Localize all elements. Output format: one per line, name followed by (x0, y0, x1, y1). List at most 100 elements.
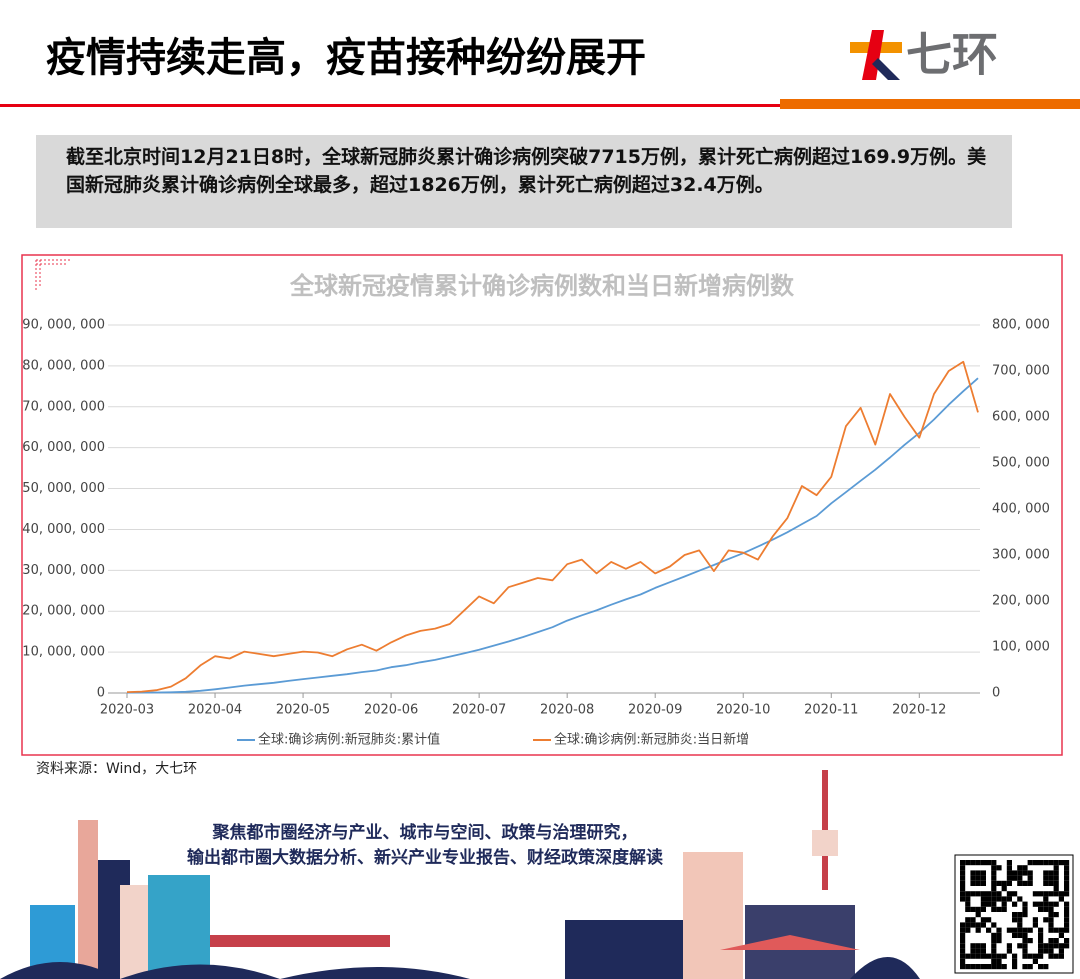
qr-cell (960, 875, 966, 881)
qr-cell (991, 906, 997, 912)
qr-cell (965, 953, 971, 959)
qr-cell (960, 891, 966, 897)
y-tick-label: 90, 000, 000 (22, 318, 105, 333)
qr-cell (996, 953, 1002, 959)
qr-cell (1012, 891, 1018, 897)
qr-cell (975, 912, 981, 918)
logo-shape (862, 30, 884, 80)
qr-cell (960, 932, 966, 938)
qr-cell (1032, 891, 1038, 897)
qr-cell (1012, 958, 1018, 964)
qr-cell (996, 896, 1002, 902)
qr-cell (1017, 927, 1023, 933)
qr-cell (975, 860, 981, 866)
qr-cell (991, 891, 997, 897)
qr-cell (1032, 901, 1038, 907)
qr-cell (970, 906, 976, 912)
qr-cell (1022, 953, 1028, 959)
qr-cell (1064, 875, 1070, 881)
qr-cell (1053, 880, 1059, 886)
qr-cell (1043, 906, 1049, 912)
qr-cell (975, 875, 981, 881)
qr-cell (1027, 953, 1033, 959)
header-bar (780, 99, 1080, 109)
qr-cell (1064, 886, 1070, 892)
qr-cell (1032, 958, 1038, 964)
qr-cell (1001, 896, 1007, 902)
qr-cell (991, 953, 997, 959)
qr-cell (980, 891, 986, 897)
qr-cell (1064, 901, 1070, 907)
y2-tick-label: 0 (992, 686, 1000, 701)
qr-cell (1053, 865, 1059, 871)
x-tick-label: 2020-07 (452, 703, 506, 718)
qr-cell (1053, 953, 1059, 959)
qr-cell (991, 870, 997, 876)
qr-cell (1022, 932, 1028, 938)
qr-cell (980, 906, 986, 912)
qr-cell (1038, 953, 1044, 959)
qr-cell (1022, 943, 1028, 949)
qr-cell (1017, 922, 1023, 928)
tower (812, 830, 838, 856)
qr-cell (1012, 870, 1018, 876)
qr-cell (1048, 912, 1054, 918)
qr-cell (1006, 943, 1012, 949)
x-tick-label: 2020-04 (188, 703, 242, 718)
footer-text: 输出都市圈大数据分析、新兴产业专业报告、财经政策深度解读 (187, 847, 663, 868)
qr-cell (1027, 880, 1033, 886)
qr-cell (970, 917, 976, 923)
qr-cell (1027, 860, 1033, 866)
qr-cell (1048, 880, 1054, 886)
qr-cell (970, 860, 976, 866)
qr-cell (1064, 922, 1070, 928)
qr-cell (965, 922, 971, 928)
qr-cell (1012, 917, 1018, 923)
y-tick-label: 10, 000, 000 (22, 645, 105, 660)
qr-code (954, 854, 1074, 974)
qr-cell (996, 964, 1002, 970)
qr-cell (1048, 922, 1054, 928)
qr-cell (1043, 964, 1049, 970)
qr-cell (1022, 906, 1028, 912)
qr-cell (980, 953, 986, 959)
qr-cell (986, 964, 992, 970)
qr-cell (1006, 860, 1012, 866)
qr-cell (1017, 943, 1023, 949)
qr-cell (1022, 927, 1028, 933)
qr-cell (1048, 906, 1054, 912)
qr-cell (1043, 870, 1049, 876)
qr-cell (991, 932, 997, 938)
qr-cell (980, 922, 986, 928)
qr-cell (1017, 912, 1023, 918)
qr-cell (1017, 870, 1023, 876)
qr-cell (1006, 927, 1012, 933)
x-tick-label: 2020-10 (716, 703, 770, 718)
qr-cell (1053, 938, 1059, 944)
qr-cell (1022, 938, 1028, 944)
qr-cell (996, 891, 1002, 897)
qr-cell (1012, 932, 1018, 938)
qr-cell (980, 943, 986, 949)
qr-cell (980, 875, 986, 881)
qr-cell (960, 953, 966, 959)
qr-cell (1053, 891, 1059, 897)
train (210, 935, 390, 947)
x-tick-label: 2020-03 (100, 703, 154, 718)
qr-cell (1053, 860, 1059, 866)
qr-cell (960, 938, 966, 944)
qr-cell (1058, 927, 1064, 933)
qr-cell (965, 901, 971, 907)
qr-cell (1032, 953, 1038, 959)
qr-cell (1043, 860, 1049, 866)
qr-cell (1038, 927, 1044, 933)
qr-cell (965, 906, 971, 912)
qr-cell (970, 964, 976, 970)
y-tick-label: 20, 000, 000 (22, 604, 105, 619)
x-tick-label: 2020-08 (540, 703, 594, 718)
qr-cell (1043, 880, 1049, 886)
qr-cell (960, 964, 966, 970)
qr-cell (980, 901, 986, 907)
y-tick-label: 60, 000, 000 (22, 440, 105, 455)
